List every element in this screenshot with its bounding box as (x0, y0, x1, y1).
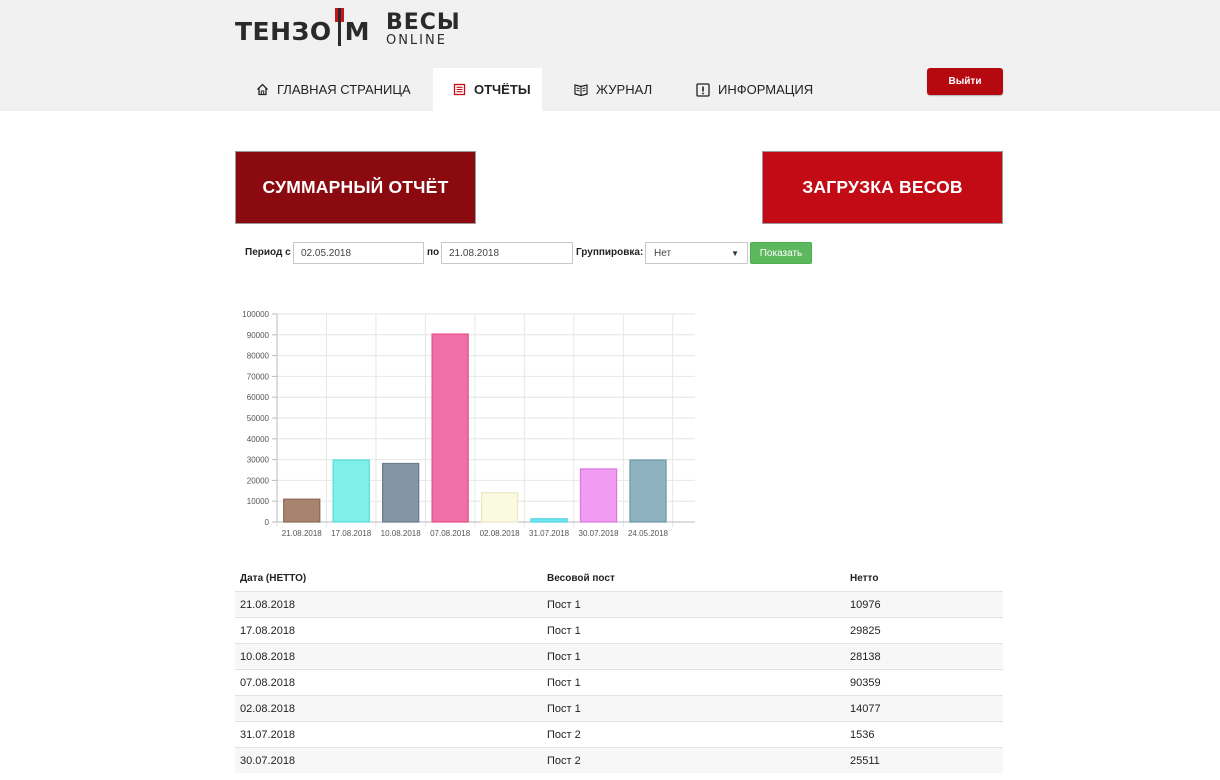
period-to-input[interactable] (441, 242, 573, 264)
table-row: 10.08.2018 Пост 1 28138 (235, 643, 1003, 669)
table-row: 30.07.2018 Пост 2 25511 (235, 747, 1003, 773)
cell-post: Пост 1 (547, 676, 581, 689)
y-tick-label: 80000 (247, 352, 270, 361)
page-header: ТЕНЗО М ВЕСЫ ONLINE ГЛАВНАЯ СТРАНИЦА ОТЧ… (0, 0, 1220, 111)
y-tick-label: 60000 (247, 393, 270, 402)
nav-item-journal[interactable]: ЖУРНАЛ (542, 68, 672, 111)
cell-date: 30.07.2018 (240, 754, 296, 767)
column-header-netto: Нетто (850, 573, 879, 584)
cell-netto: 1536 (850, 728, 875, 741)
grouping-label: Группировка: (576, 247, 644, 258)
chart-bar (579, 468, 618, 523)
cell-date: 02.08.2018 (240, 702, 296, 715)
nav-item-label: ИНФОРМАЦИЯ (718, 82, 814, 97)
x-tick-label: 17.08.2018 (331, 529, 372, 538)
cell-netto: 28138 (850, 650, 881, 663)
book-icon (574, 83, 588, 97)
chart-bar (629, 459, 667, 523)
cell-netto: 10976 (850, 598, 881, 611)
chart-bar (431, 333, 469, 523)
net-weight-bar-chart: 0 10000 20000 30000 40000 50000 60000 70000 8000… (242, 310, 695, 538)
report-table: Дата (НЕТТО) Весовой пост Нетто 21.08.20… (235, 566, 1003, 773)
grouping-select[interactable]: Нет ▼ (645, 242, 748, 264)
brand-title-line2: ONLINE (385, 33, 447, 48)
nav-item-label: ГЛАВНАЯ СТРАНИЦА (277, 82, 411, 97)
table-row: 21.08.2018 Пост 1 10976 (235, 591, 1003, 617)
period-from-input[interactable] (293, 242, 424, 264)
dropdown-arrow-icon: ▼ (731, 248, 739, 258)
cell-post: Пост 2 (547, 754, 581, 767)
table-row: 31.07.2018 Пост 2 1536 (235, 721, 1003, 747)
cell-date: 31.07.2018 (240, 728, 296, 741)
table-row: 02.08.2018 Пост 1 14077 (235, 695, 1003, 721)
grouping-value: Нет (654, 247, 672, 259)
x-tick-label: 24.05.2018 (628, 529, 669, 538)
report-icon (453, 83, 466, 97)
logo-text-right: М (344, 17, 370, 46)
main-nav: ГЛАВНАЯ СТРАНИЦА ОТЧЁТЫ ЖУРНАЛ ИНФОРМАЦИ… (235, 68, 833, 111)
x-tick-label: 02.08.2018 (480, 529, 521, 538)
y-tick-label: 50000 (247, 414, 270, 423)
cell-date: 21.08.2018 (240, 598, 296, 611)
nav-item-label: ОТЧЁТЫ (474, 82, 531, 97)
cell-post: Пост 1 (547, 650, 581, 663)
nav-item-home[interactable]: ГЛАВНАЯ СТРАНИЦА (235, 68, 433, 111)
x-tick-label: 31.07.2018 (529, 529, 570, 538)
home-icon (255, 83, 269, 97)
cell-date: 17.08.2018 (240, 624, 296, 637)
cell-post: Пост 1 (547, 624, 581, 637)
x-tick-label: 30.07.2018 (579, 529, 620, 538)
nav-item-reports[interactable]: ОТЧЁТЫ (433, 68, 542, 111)
y-tick-label: 10000 (247, 497, 270, 506)
cell-post: Пост 1 (547, 598, 581, 611)
chart-bar (530, 518, 568, 523)
nav-item-info[interactable]: ИНФОРМАЦИЯ (672, 68, 833, 111)
y-tick-label: 90000 (247, 331, 270, 340)
chart-bar (480, 492, 519, 523)
y-tick-label: 20000 (247, 476, 270, 485)
chart-bar (283, 498, 321, 523)
cell-post: Пост 1 (547, 702, 581, 715)
y-tick-label: 100000 (242, 310, 269, 319)
x-tick-label: 07.08.2018 (430, 529, 471, 538)
cell-netto: 90359 (850, 676, 881, 689)
column-header-post: Весовой пост (547, 573, 615, 584)
show-button[interactable]: Показать (750, 242, 812, 264)
y-tick-label: 30000 (247, 456, 270, 465)
period-from-label: Период с (245, 247, 291, 258)
cell-netto: 29825 (850, 624, 881, 637)
logout-button[interactable]: Выйти (927, 68, 1003, 95)
table-row: 07.08.2018 Пост 1 90359 (235, 669, 1003, 695)
nav-item-label: ЖУРНАЛ (596, 82, 653, 97)
chart-bar (332, 459, 370, 523)
column-header-date: Дата (НЕТТО) (240, 573, 307, 584)
y-tick-label: 40000 (247, 435, 270, 444)
brand-logo[interactable]: ТЕНЗО М ВЕСЫ ONLINE (235, 8, 461, 52)
cell-netto: 14077 (850, 702, 881, 715)
table-row: 17.08.2018 Пост 1 29825 (235, 617, 1003, 643)
info-icon (696, 82, 710, 97)
table-header-row: Дата (НЕТТО) Весовой пост Нетто (235, 566, 1003, 591)
logo-mark-icon (334, 8, 344, 46)
cell-post: Пост 2 (547, 728, 581, 741)
load-weights-button[interactable]: ЗАГРУЗКА ВЕСОВ (762, 151, 1003, 224)
chart-bar (382, 462, 420, 523)
x-tick-label: 10.08.2018 (381, 529, 422, 538)
x-tick-label: 21.08.2018 (282, 529, 323, 538)
logo-text-left: ТЕНЗО (235, 17, 332, 46)
brand-title-line1: ВЕСЫ (385, 10, 461, 35)
y-tick-label: 0 (265, 518, 270, 527)
cell-netto: 25511 (850, 754, 880, 767)
brand-subtitle: ВЕСЫ ONLINE (385, 10, 461, 48)
summary-report-button[interactable]: СУММАРНЫЙ ОТЧЁТ (235, 151, 476, 224)
cell-date: 07.08.2018 (240, 676, 296, 689)
y-tick-label: 70000 (247, 372, 270, 381)
cell-date: 10.08.2018 (240, 650, 296, 663)
period-to-label: по (427, 247, 440, 258)
